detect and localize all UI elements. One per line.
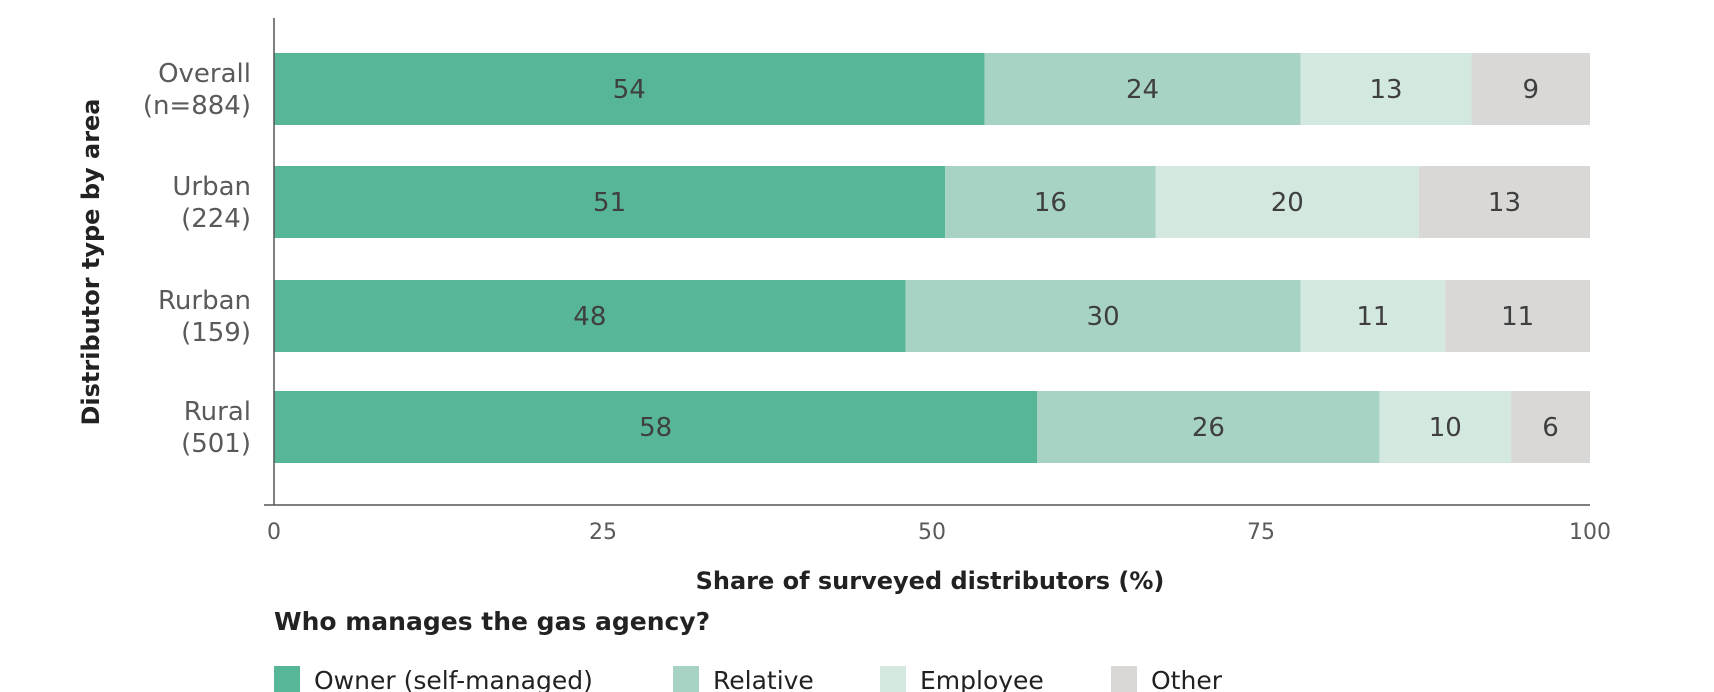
data-label-0-1: 24 (1126, 75, 1159, 105)
category-label-2-1: (159) (181, 318, 251, 348)
legend-label-0: Owner (self-managed) (314, 666, 593, 692)
data-label-1-3: 13 (1488, 188, 1521, 218)
legend-swatch-1 (673, 666, 699, 692)
bar-segment-2-0 (274, 280, 906, 352)
legend-label-3: Other (1151, 666, 1223, 692)
x-axis-title: Share of surveyed distributors (%) (696, 567, 1165, 595)
bar-segment-3-3 (1511, 391, 1590, 463)
legend-label-1: Relative (713, 666, 814, 692)
legend-label-2: Employee (920, 666, 1044, 692)
data-label-1-1: 16 (1034, 188, 1067, 218)
bar-segment-2-1 (905, 280, 1301, 352)
category-label-3-0: Rural (184, 397, 251, 427)
bar-segment-1-0 (274, 166, 946, 238)
data-label-2-2: 11 (1356, 302, 1389, 332)
legend-items: Owner (self-managed) Relative Employee Othe… (274, 666, 1223, 692)
data-label-2-1: 30 (1087, 302, 1120, 332)
data-label-0-0: 54 (613, 75, 646, 105)
category-label-3-1: (501) (181, 429, 251, 459)
data-label-3-3: 6 (1542, 413, 1559, 443)
data-label-2-0: 48 (573, 302, 606, 332)
data-label-2-3: 11 (1501, 302, 1534, 332)
legend-swatch-0 (274, 666, 300, 692)
x-tick-label-4: 100 (1569, 520, 1611, 545)
y-axis-title: Distributor type by area (77, 99, 105, 426)
x-tick-label-1: 25 (589, 520, 617, 545)
x-tick-label-2: 50 (918, 520, 946, 545)
data-label-0-2: 13 (1369, 75, 1402, 105)
bar-segment-0-1 (984, 53, 1301, 125)
bar-segment-3-1 (1037, 391, 1380, 463)
bar-segment-2-3 (1445, 280, 1590, 352)
bar-segment-3-2 (1379, 391, 1512, 463)
bars-group: 54 24 13 9 51 16 20 13 48 30 11 11 58 26 10 6 (274, 53, 1590, 463)
category-label-1-1: (224) (181, 204, 251, 234)
data-label-3-0: 58 (639, 413, 672, 443)
bar-segment-0-3 (1471, 53, 1590, 125)
data-label-1-2: 20 (1271, 188, 1304, 218)
category-label-1-0: Urban (172, 172, 251, 202)
legend-swatch-3 (1111, 666, 1137, 692)
x-axis: 0 25 50 75 100 (264, 504, 1611, 545)
x-tick-label-0: 0 (267, 520, 281, 545)
bar-segment-1-3 (1418, 166, 1590, 238)
data-label-1-0: 51 (593, 188, 626, 218)
bar-segment-0-0 (274, 53, 985, 125)
data-label-0-3: 9 (1523, 75, 1540, 105)
bar-segment-3-0 (274, 391, 1038, 463)
category-labels: Overall(n=884) Urban(224) Rurban(159) Rural… (143, 59, 251, 459)
legend: Who manages the gas agency? Owner (self-… (274, 607, 1223, 692)
bar-segment-1-1 (945, 166, 1156, 238)
legend-swatch-2 (880, 666, 906, 692)
legend-title: Who manages the gas agency? (274, 607, 710, 636)
data-label-3-2: 10 (1429, 413, 1462, 443)
bar-segment-0-2 (1300, 53, 1472, 125)
x-tick-label-3: 75 (1247, 520, 1275, 545)
bar-segment-1-2 (1155, 166, 1419, 238)
category-label-0-0: Overall (158, 59, 251, 89)
category-label-2-0: Rurban (158, 286, 251, 316)
category-label-0-1: (n=884) (143, 91, 251, 121)
data-label-3-1: 26 (1192, 413, 1225, 443)
bar-segment-2-2 (1300, 280, 1446, 352)
